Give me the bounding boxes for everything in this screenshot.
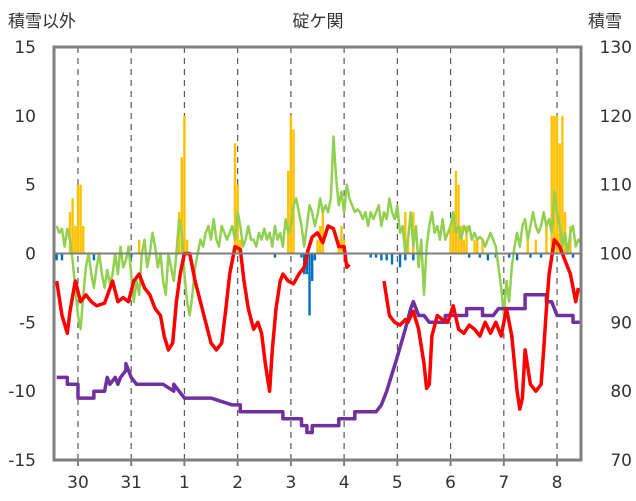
right-axis-label: 積雪 [588, 12, 622, 32]
orange-bar [558, 143, 561, 254]
x-tick-label: 2 [232, 473, 243, 493]
right-tick-label: 90 [610, 313, 632, 333]
orange-bar [239, 239, 242, 254]
blue-bar [310, 253, 314, 282]
x-tick-label: 8 [552, 473, 563, 493]
orange-bar [82, 225, 85, 254]
orange-bar [561, 115, 564, 254]
blue-bar [390, 253, 394, 265]
orange-bar [452, 212, 455, 254]
blue-bar [398, 253, 402, 268]
orange-bar [183, 115, 186, 254]
orange-bar [76, 184, 80, 254]
blue-bar [468, 253, 471, 258]
right-tick-label: 130 [600, 38, 632, 58]
blue-bar [529, 253, 532, 258]
x-tick-label: 31 [120, 473, 142, 493]
blue-bar [60, 253, 64, 261]
x-tick-label: 5 [392, 473, 403, 493]
green-series-line [55, 135, 582, 331]
orange-bar [465, 225, 468, 254]
orange-bar [340, 225, 343, 254]
left-tick-label: 5 [25, 176, 36, 196]
orange-bar [462, 239, 466, 254]
red-series-line [382, 237, 581, 411]
left-tick-label: -15 [8, 451, 36, 471]
blue-bar [300, 253, 303, 258]
orange-bar [137, 239, 141, 254]
blue-bar [55, 253, 58, 261]
blue-bar [129, 253, 133, 258]
left-axis-ticks: 15 10 5 0 -5 -10 -15 [8, 38, 36, 471]
orange-bar [526, 239, 529, 254]
blue-bar [313, 253, 317, 261]
orange-bar [74, 225, 77, 254]
right-tick-label: 110 [600, 176, 632, 196]
orange-bar [454, 170, 458, 254]
blue-bar [374, 253, 378, 258]
purple-series-line [56, 293, 581, 435]
x-tick-label: 1 [179, 473, 190, 493]
right-axis-ticks: 130 120 110 100 90 80 70 [600, 38, 632, 471]
x-tick-label: 30 [67, 473, 89, 493]
orange-bar [289, 115, 293, 254]
x-tick-label: 7 [498, 473, 509, 493]
orange-bar [550, 115, 553, 254]
blue-bar [385, 253, 388, 261]
blue-bar [273, 253, 277, 258]
orange-bar [406, 239, 410, 254]
orange-bar [292, 129, 295, 254]
right-tick-label: 100 [600, 245, 632, 265]
orange-bar [545, 225, 548, 254]
orange-bar [71, 198, 74, 254]
left-tick-label: 15 [14, 38, 36, 58]
blue-bar [515, 253, 519, 261]
orange-bar [534, 239, 537, 254]
left-tick-label: -5 [19, 313, 36, 333]
orange-bar [457, 184, 460, 254]
x-tick-label: 4 [339, 473, 350, 493]
orange-bar [316, 239, 319, 254]
orange-bar [180, 157, 183, 254]
left-tick-label: -10 [8, 382, 36, 402]
right-tick-label: 120 [600, 107, 632, 127]
orange-bar [555, 115, 559, 254]
blue-bar [369, 253, 372, 258]
orange-bar [287, 170, 290, 254]
orange-bar [79, 184, 82, 254]
red-series-line [54, 224, 351, 393]
orange-bar [233, 143, 237, 254]
blue-bar [571, 253, 575, 258]
blue-bar [92, 253, 96, 261]
orange-bar [481, 239, 484, 254]
blue-bar [380, 253, 383, 261]
blue-bar [305, 253, 309, 275]
blue-bar [486, 253, 490, 261]
blue-bar [539, 253, 543, 258]
right-tick-label: 80 [610, 382, 632, 402]
blue-bar [308, 253, 311, 316]
orange-bar [185, 239, 189, 254]
orange-bar [321, 212, 325, 254]
right-tick-label: 70 [610, 451, 632, 471]
orange-bar [473, 239, 476, 254]
blue-bar [478, 253, 482, 258]
orange-bar [68, 212, 72, 254]
x-tick-label: 3 [285, 473, 296, 493]
left-tick-label: 0 [25, 245, 36, 265]
chart-title: 碇ケ関 [293, 12, 344, 32]
blue-bar [412, 253, 415, 261]
blue-bar [507, 253, 511, 258]
orange-bar [475, 239, 479, 254]
orange-bar [449, 225, 452, 254]
left-tick-label: 10 [14, 107, 36, 127]
left-axis-label: 積雪以外 [8, 12, 76, 32]
orange-bar [553, 115, 556, 254]
series-layer [54, 135, 582, 435]
x-tick-label: 6 [445, 473, 456, 493]
orange-bar [404, 212, 407, 254]
blue-bar [404, 253, 407, 261]
x-axis-ticks: 30 31 1 2 3 4 5 6 7 8 [67, 460, 562, 493]
